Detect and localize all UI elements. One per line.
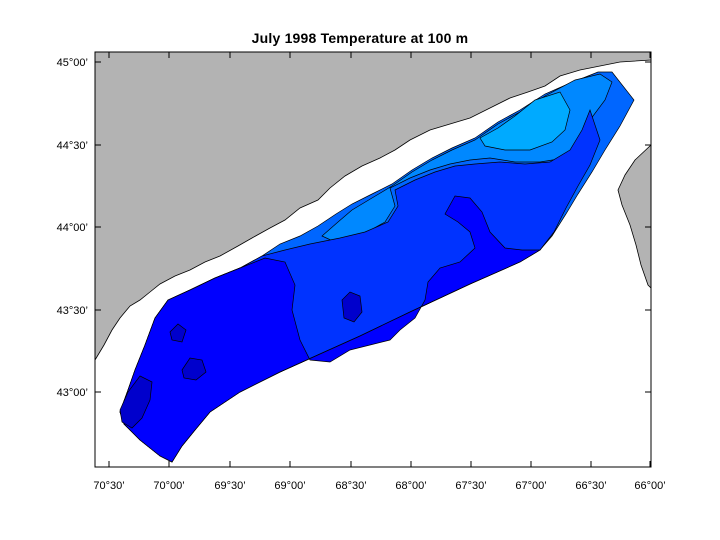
lon-label: 69°30’ (214, 480, 245, 492)
land-mass (94, 51, 652, 362)
lon-label: 68°30’ (335, 480, 366, 492)
map-title: July 1998 Temperature at 100 m (251, 30, 469, 46)
temperature-band-deepest-4 (341, 291, 363, 323)
nova-scotia-land (617, 144, 652, 289)
lat-label: 43°30’ (57, 305, 88, 317)
temperature-band-deepest-1 (119, 375, 153, 429)
lon-label: 67°30’ (455, 480, 486, 492)
temperature-band-lightest (479, 91, 571, 151)
lat-axis: 45°00’ 44°30’ 44°00’ 43°30’ 43°00’ (57, 57, 651, 399)
lon-label: 69°00’ (274, 480, 305, 492)
lon-label: 67°00’ (515, 480, 546, 492)
lon-axis: 70°30’ 70°00’ 69°30’ 69°00’ 68°30’ 68°00… (93, 52, 666, 492)
lat-label: 44°30’ (57, 140, 88, 152)
lat-label: 45°00’ (57, 57, 88, 69)
temperature-band-deep (119, 195, 542, 463)
temperature-band-deepest-3 (169, 323, 187, 343)
temperature-band-deepest-2 (181, 357, 207, 381)
lat-label: 43°00’ (57, 387, 88, 399)
lon-label: 70°30’ (93, 480, 124, 492)
lon-label: 66°00’ (634, 480, 665, 492)
lon-label: 70°00’ (153, 480, 184, 492)
map-frame (94, 51, 652, 468)
lon-label: 66°30’ (575, 480, 606, 492)
lon-label: 68°00’ (395, 480, 426, 492)
lat-label: 44°00’ (57, 222, 88, 234)
